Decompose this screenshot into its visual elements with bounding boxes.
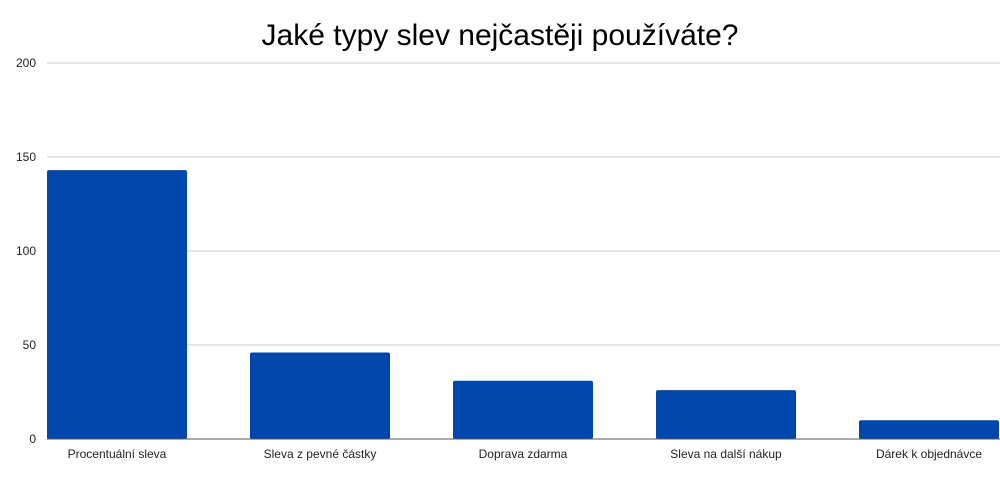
- y-tick-label: 50: [23, 338, 37, 352]
- y-tick-label: 0: [29, 432, 36, 446]
- bar: [859, 420, 999, 439]
- bar: [250, 352, 390, 439]
- bar: [453, 380, 593, 439]
- bar: [656, 390, 796, 439]
- x-axis-labels: Procentuální sleva Sleva z pevné částky Do…: [68, 447, 983, 461]
- x-category-label: Dárek k objednávce: [876, 447, 982, 461]
- y-tick-label: 100: [16, 244, 36, 258]
- x-category-label: Sleva na další nákup: [670, 447, 782, 461]
- y-axis-ticks: 0 50 100 150 200: [16, 56, 36, 446]
- chart-title: Jaké typy slev nejčastěji používáte?: [262, 19, 739, 52]
- bar: [47, 170, 187, 439]
- y-tick-label: 150: [16, 150, 36, 164]
- x-category-label: Sleva z pevné částky: [264, 447, 377, 461]
- x-category-label: Doprava zdarma: [479, 447, 568, 461]
- bars: [47, 170, 999, 439]
- x-category-label: Procentuální sleva: [68, 447, 167, 461]
- gridlines: [47, 62, 1000, 346]
- y-tick-label: 200: [16, 56, 36, 70]
